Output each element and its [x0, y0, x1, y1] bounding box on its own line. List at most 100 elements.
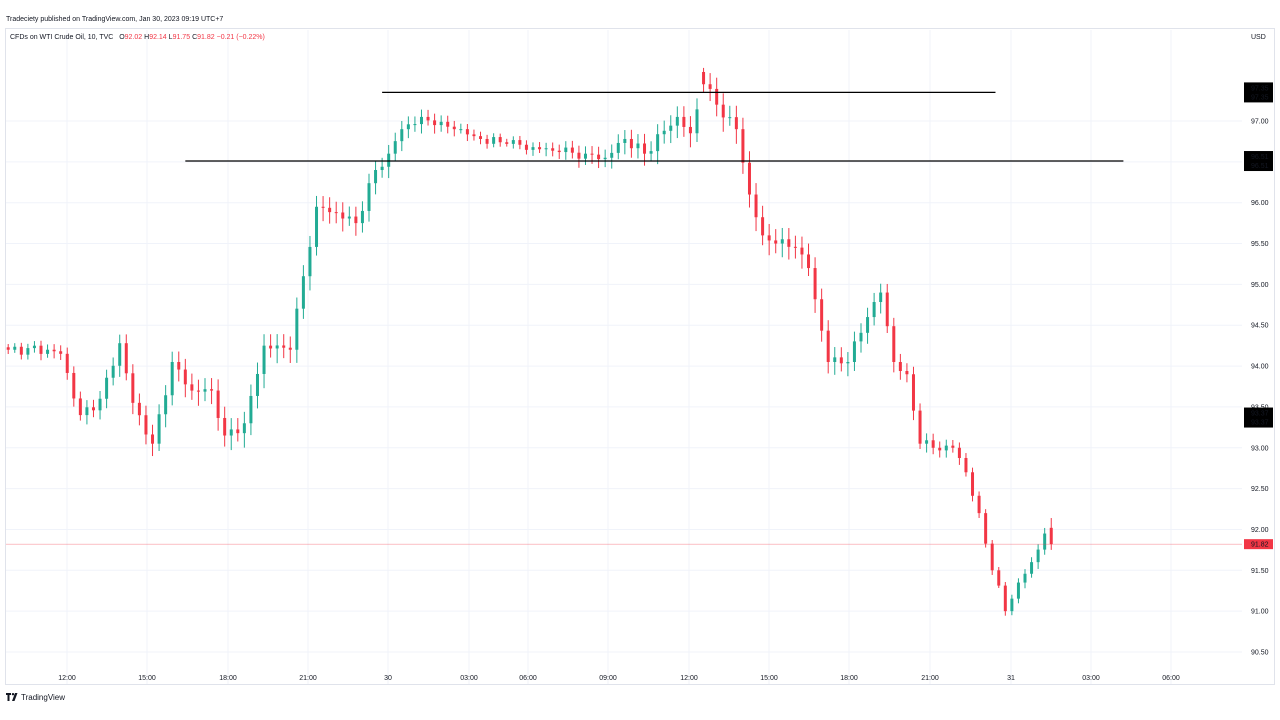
- candle-body: [879, 292, 883, 303]
- candle-body: [288, 347, 292, 350]
- candle-body: [118, 343, 122, 366]
- price-tick-label: 95.00: [1251, 282, 1269, 289]
- candle-body: [629, 138, 633, 149]
- candle-body: [72, 372, 76, 399]
- level-axis-marker: [1244, 407, 1273, 428]
- high-value: 92.14: [149, 34, 167, 41]
- candle-body: [820, 299, 824, 331]
- candle-body: [898, 361, 902, 372]
- candle-body: [793, 246, 797, 248]
- candle-body: [688, 126, 692, 134]
- level-axis-label: 97.35: [1251, 85, 1269, 92]
- candle-body: [524, 144, 528, 150]
- candle-body: [498, 137, 502, 143]
- level-axis-marker: [1244, 82, 1273, 103]
- low-label: L: [168, 34, 173, 41]
- candle-body: [164, 395, 168, 415]
- tradingview-brand[interactable]: TradingView: [6, 690, 65, 704]
- candle-body: [715, 88, 719, 105]
- candlestick-series: [6, 67, 1053, 616]
- candle-body: [1036, 549, 1040, 563]
- candle-body: [196, 390, 200, 392]
- candle-body: [308, 246, 312, 277]
- price-tick-label: 90.50: [1251, 650, 1269, 657]
- candle-body: [78, 398, 82, 416]
- candle-body: [649, 151, 653, 154]
- candle-body: [124, 343, 128, 374]
- candle-body: [85, 407, 89, 416]
- change-value: −0.21 (−0.22%): [216, 34, 265, 41]
- candle-body: [557, 150, 561, 153]
- candle-body: [32, 345, 36, 349]
- candle-body: [1003, 585, 1007, 612]
- candle-body: [662, 130, 666, 135]
- time-tick-label: 06:00: [1162, 675, 1180, 682]
- level-axis-label: 97.35: [1251, 94, 1269, 101]
- candle-body: [859, 332, 863, 342]
- candle-body: [682, 116, 686, 127]
- high-label: H: [144, 34, 150, 41]
- candle-body: [111, 365, 115, 378]
- time-tick-label: 31: [1007, 675, 1015, 682]
- time-tick-label: 15:00: [760, 675, 778, 682]
- candle-body: [190, 384, 194, 391]
- candle-body: [413, 124, 417, 126]
- candle-body: [518, 140, 522, 145]
- candle-body: [46, 349, 50, 354]
- price-tick-label: 92.00: [1251, 527, 1269, 534]
- candle-body: [52, 349, 56, 352]
- candle-body: [551, 148, 555, 151]
- price-tick-label: 92.50: [1251, 486, 1269, 493]
- candle-body: [157, 414, 161, 444]
- candle-body: [892, 326, 896, 362]
- low-value: 91.75: [172, 34, 191, 41]
- candle-body: [708, 84, 712, 89]
- candle-body: [59, 351, 63, 354]
- candle-body: [1043, 533, 1047, 550]
- candle-body: [971, 472, 975, 496]
- time-tick-label: 21:00: [921, 675, 939, 682]
- candle-body: [774, 240, 778, 244]
- candle-body: [282, 345, 286, 348]
- candle-body: [380, 166, 384, 171]
- candle-body: [925, 440, 929, 444]
- candle-body: [439, 121, 443, 126]
- tradingview-logo-icon: [6, 688, 18, 706]
- candle-body: [747, 162, 751, 195]
- candle-body: [977, 495, 981, 514]
- time-tick-label: 03:00: [1082, 675, 1100, 682]
- candle-body: [734, 117, 738, 130]
- level-axis-label: 96.51: [1251, 163, 1269, 170]
- candle-body: [229, 429, 233, 436]
- price-tick-label: 91.50: [1251, 568, 1269, 575]
- candle-body: [1016, 582, 1020, 599]
- candle-body: [400, 129, 404, 142]
- candle-body: [452, 126, 456, 130]
- candle-body: [98, 398, 102, 411]
- candle-body: [505, 142, 509, 144]
- last-price-label: 91.82: [1251, 542, 1269, 549]
- candle-body: [216, 390, 220, 418]
- price-axis[interactable]: 90.5091.0091.5092.0092.5093.0093.5094.00…: [1244, 82, 1273, 657]
- candle-body: [807, 254, 811, 269]
- candle-body: [151, 434, 155, 444]
- horizontal-levels[interactable]: [6, 91, 1242, 545]
- candle-body: [643, 143, 647, 154]
- candle-body: [426, 116, 430, 121]
- chart-frame[interactable]: [5, 28, 1275, 685]
- symbol-legend: CFDs on WTI Crude Oil, 10, TVC O92.02 H9…: [10, 34, 265, 41]
- time-tick-label: 15:00: [138, 675, 156, 682]
- time-tick-label: 09:00: [599, 675, 617, 682]
- candle-body: [177, 361, 181, 370]
- candle-body: [275, 345, 279, 349]
- candle-body: [931, 440, 935, 448]
- candle-body: [144, 415, 148, 435]
- candle-body: [597, 154, 601, 160]
- candle-body: [511, 140, 515, 144]
- time-axis[interactable]: 12:00 15:00 18:00 21:00 30 03:00 06:00 09:00 12:…: [58, 675, 1180, 682]
- published-info: Tradeciety published on TradingView.com,…: [6, 16, 224, 23]
- candle-body: [354, 216, 358, 224]
- time-tick-label: 12:00: [58, 675, 76, 682]
- candle-body: [315, 206, 319, 247]
